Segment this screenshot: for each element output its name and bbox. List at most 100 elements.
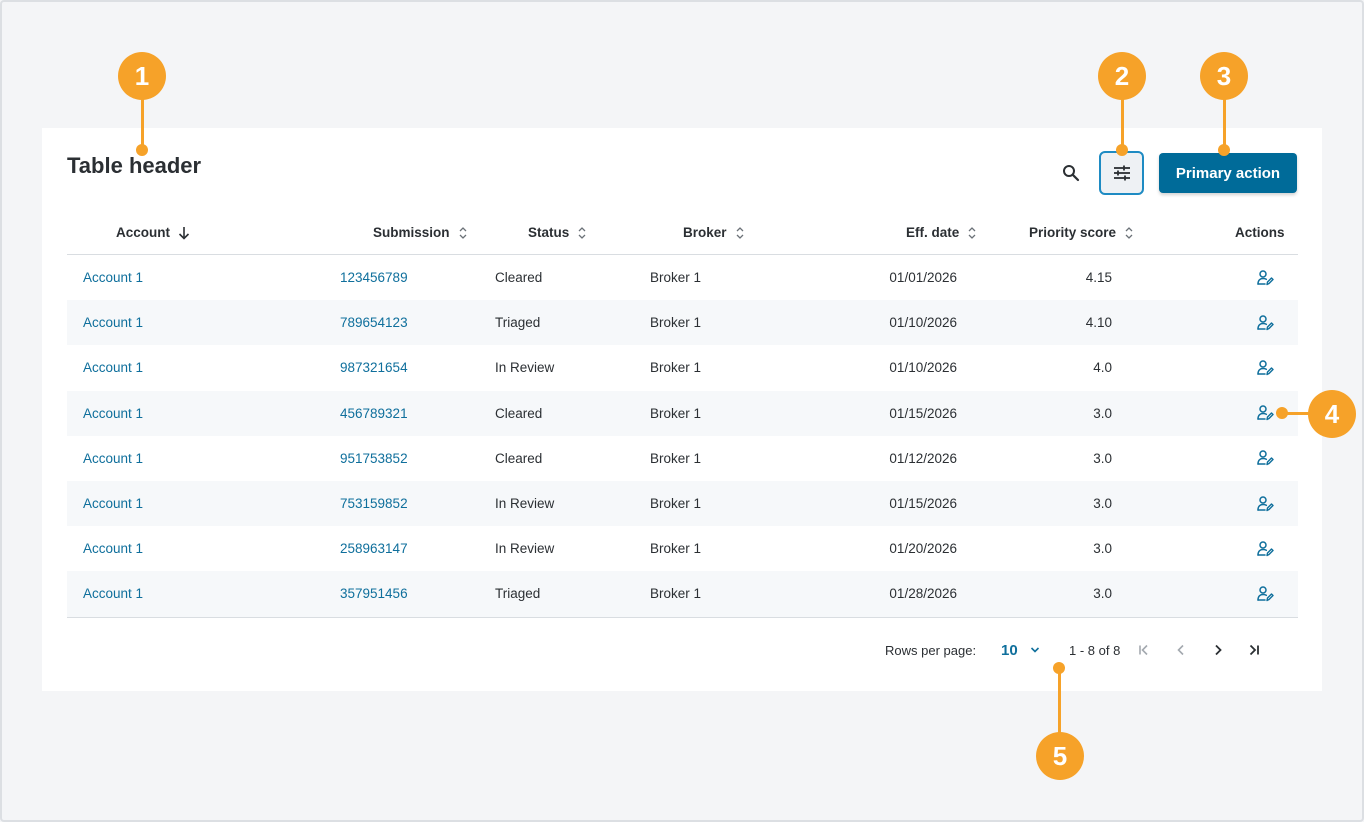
submission-link[interactable]: 987321654 (340, 360, 408, 376)
column-header-eff-date[interactable]: Eff. date (906, 210, 977, 255)
table-row: Account 1 123456789 Cleared Broker 1 01/01/2… (67, 255, 1298, 300)
user-edit-icon (1256, 405, 1274, 421)
status-cell: Cleared (495, 405, 543, 421)
status-cell: Triaged (495, 586, 541, 602)
edit-user-button[interactable] (1253, 446, 1277, 470)
edit-user-button[interactable] (1253, 266, 1277, 290)
table-row: Account 1 456789321 Cleared Broker 1 01/15/2… (67, 390, 1298, 436)
table-card: Table header Primary action Account Subm… (42, 128, 1322, 691)
filter-settings-button[interactable] (1099, 151, 1144, 195)
broker-cell: Broker 1 (650, 496, 702, 512)
rows-per-page-value: 10 (1001, 641, 1018, 659)
account-link[interactable]: Account 1 (83, 450, 144, 466)
eff-date-cell: 01/01/2026 (889, 270, 957, 286)
column-header-label: Priority score (1029, 225, 1117, 240)
account-link[interactable]: Account 1 (83, 541, 144, 557)
broker-cell: Broker 1 (650, 586, 702, 602)
edit-user-button[interactable] (1253, 311, 1277, 335)
account-link[interactable]: Account 1 (83, 315, 144, 331)
callout-2-badge: 2 (1098, 52, 1146, 100)
column-header-label: Account (116, 225, 170, 240)
account-link[interactable]: Account 1 (83, 360, 144, 376)
arrow-down-icon (178, 226, 190, 240)
sort-icon (1124, 226, 1134, 240)
callout-1-badge: 1 (118, 52, 166, 100)
account-link[interactable]: Account 1 (83, 496, 144, 512)
submission-link[interactable]: 123456789 (340, 270, 408, 286)
chevron-down-icon (1030, 647, 1039, 653)
callout-5-dot (1053, 662, 1065, 674)
priority-score-cell: 3.0 (1093, 541, 1112, 557)
priority-score-cell: 4.10 (1085, 315, 1112, 331)
callout-4-dot (1276, 407, 1288, 419)
table-row: Account 1 753159852 In Review Broker 1 01/15… (67, 480, 1298, 527)
sliders-icon (1113, 165, 1130, 181)
priority-score-cell: 4.15 (1085, 270, 1112, 286)
edit-user-button[interactable] (1253, 582, 1277, 606)
submission-link[interactable]: 456789321 (340, 405, 408, 421)
eff-date-cell: 01/28/2026 (889, 586, 957, 602)
column-header-label: Eff. date (906, 225, 960, 240)
user-edit-icon (1256, 495, 1274, 512)
callout-5-leader (1058, 668, 1061, 734)
table-header-row: Account Submission Status Broker Eff. da… (67, 210, 1298, 255)
eff-date-cell: 01/12/2026 (889, 450, 957, 466)
callout-3-leader (1223, 98, 1226, 150)
broker-cell: Broker 1 (650, 541, 702, 557)
callout-4-leader (1282, 412, 1310, 415)
broker-cell: Broker 1 (650, 360, 702, 376)
callout-1-dot (136, 144, 148, 156)
rows-per-page-label: Rows per page: (885, 642, 977, 658)
status-cell: In Review (495, 496, 555, 512)
status-cell: In Review (495, 360, 555, 376)
edit-user-button[interactable] (1253, 401, 1277, 425)
account-link[interactable]: Account 1 (83, 270, 144, 286)
eff-date-cell: 01/10/2026 (889, 315, 957, 331)
column-header-status[interactable]: Status (528, 210, 587, 255)
column-header-account[interactable]: Account (116, 210, 190, 255)
edit-user-button[interactable] (1253, 492, 1277, 516)
eff-date-cell: 01/20/2026 (889, 541, 957, 557)
column-header-broker[interactable]: Broker (683, 210, 745, 255)
callout-5-badge: 5 (1036, 732, 1084, 780)
submission-link[interactable]: 258963147 (340, 541, 408, 557)
submission-link[interactable]: 789654123 (340, 315, 408, 331)
edit-user-button[interactable] (1253, 537, 1277, 561)
callout-4-badge: 4 (1308, 390, 1356, 438)
submission-link[interactable]: 357951456 (340, 586, 408, 602)
search-button[interactable] (1058, 160, 1084, 186)
column-header-submission[interactable]: Submission (373, 210, 468, 255)
first-page-button[interactable] (1132, 638, 1156, 662)
next-page-button[interactable] (1206, 638, 1230, 662)
status-cell: Cleared (495, 270, 543, 286)
status-cell: In Review (495, 541, 555, 557)
table-row: Account 1 987321654 In Review Broker 1 01/10… (67, 345, 1298, 390)
account-link[interactable]: Account 1 (83, 405, 144, 421)
column-header-priority-score[interactable]: Priority score (1029, 210, 1134, 255)
table-row: Account 1 357951456 Triaged Broker 1 01/28/2… (67, 571, 1298, 617)
callout-3-dot (1218, 144, 1230, 156)
account-link[interactable]: Account 1 (83, 586, 144, 602)
priority-score-cell: 4.0 (1093, 360, 1112, 376)
table-footer-divider (67, 617, 1298, 618)
rows-per-page-select[interactable]: 10 (1001, 638, 1040, 662)
primary-action-button[interactable]: Primary action (1159, 153, 1297, 193)
previous-page-button[interactable] (1169, 638, 1193, 662)
chevron-left-icon (1177, 644, 1184, 656)
sort-icon (967, 226, 977, 240)
callout-2-leader (1121, 98, 1124, 150)
submission-link[interactable]: 951753852 (340, 450, 408, 466)
submission-link[interactable]: 753159852 (340, 496, 408, 512)
eff-date-cell: 01/15/2026 (889, 496, 957, 512)
broker-cell: Broker 1 (650, 270, 702, 286)
table-body: Account 1 123456789 Cleared Broker 1 01/01/2… (67, 255, 1298, 617)
edit-user-button[interactable] (1253, 356, 1277, 380)
eff-date-cell: 01/10/2026 (889, 360, 957, 376)
status-cell: Cleared (495, 450, 543, 466)
broker-cell: Broker 1 (650, 405, 702, 421)
search-icon (1063, 165, 1080, 182)
column-header-label: Actions (1235, 225, 1285, 240)
user-edit-icon (1256, 315, 1274, 331)
last-page-button[interactable] (1242, 638, 1266, 662)
priority-score-cell: 3.0 (1093, 450, 1112, 466)
